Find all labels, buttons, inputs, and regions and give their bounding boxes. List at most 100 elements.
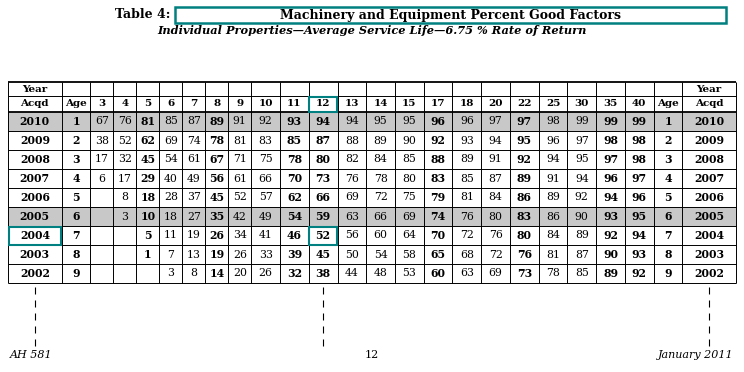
Text: 85: 85 [575, 269, 589, 279]
Text: 62: 62 [287, 192, 302, 203]
Text: 41: 41 [259, 231, 272, 241]
Text: 2008: 2008 [20, 154, 50, 165]
Text: 33: 33 [259, 250, 272, 260]
Text: 73: 73 [315, 173, 331, 184]
Text: 30: 30 [574, 99, 589, 109]
Text: 63: 63 [460, 269, 474, 279]
Text: 38: 38 [95, 135, 109, 145]
Text: 94: 94 [345, 116, 359, 126]
Text: 2002: 2002 [694, 268, 724, 279]
Text: 10: 10 [141, 211, 155, 222]
Text: 1: 1 [72, 116, 80, 127]
Text: Machinery and Equipment Percent Good Factors: Machinery and Equipment Percent Good Fac… [280, 9, 621, 22]
Text: 2009: 2009 [20, 135, 50, 146]
Text: 8: 8 [664, 249, 672, 260]
Text: 61: 61 [187, 154, 201, 164]
Text: 93: 93 [632, 249, 647, 260]
Text: 5: 5 [72, 192, 80, 203]
Text: 80: 80 [315, 154, 330, 165]
Text: 2007: 2007 [20, 173, 50, 184]
Text: 75: 75 [259, 154, 272, 164]
Bar [8, 207, 736, 226]
Text: 95: 95 [632, 211, 647, 222]
Text: 2005: 2005 [20, 211, 50, 222]
Text: 89: 89 [460, 154, 474, 164]
Text: 7: 7 [664, 230, 672, 241]
Text: Age: Age [657, 99, 679, 109]
Text: 3: 3 [167, 269, 174, 279]
Text: 4: 4 [664, 173, 672, 184]
Text: 63: 63 [345, 212, 359, 221]
Bar [8, 112, 736, 131]
Text: 4: 4 [72, 173, 80, 184]
Text: 52: 52 [118, 135, 132, 145]
Text: 73: 73 [516, 268, 532, 279]
Text: 86: 86 [517, 192, 532, 203]
Text: 2007: 2007 [694, 173, 724, 184]
Text: 34: 34 [233, 231, 247, 241]
Text: 84: 84 [373, 154, 388, 164]
Text: 42: 42 [233, 212, 247, 221]
Text: 45: 45 [141, 154, 155, 165]
Text: 75: 75 [403, 192, 416, 202]
Text: 81: 81 [141, 116, 155, 127]
Text: 95: 95 [403, 116, 416, 126]
Bar [175, 7, 726, 23]
Text: 56: 56 [209, 173, 225, 184]
Text: 79: 79 [431, 192, 446, 203]
Text: 29: 29 [141, 173, 155, 184]
Text: 12: 12 [365, 350, 379, 360]
Text: 40: 40 [164, 173, 178, 183]
Text: 80: 80 [403, 173, 417, 183]
Text: 74: 74 [431, 211, 446, 222]
Text: 54: 54 [164, 154, 178, 164]
Text: 17: 17 [118, 173, 132, 183]
Text: 95: 95 [575, 154, 589, 164]
Text: Individual Properties—Average Service Life—6.75 % Rate of Return: Individual Properties—Average Service Li… [157, 25, 587, 35]
Text: 58: 58 [403, 250, 417, 260]
Text: 46: 46 [287, 230, 302, 241]
Text: 54: 54 [373, 250, 388, 260]
Text: 87: 87 [187, 116, 201, 126]
Text: 59: 59 [315, 211, 331, 222]
Text: 89: 89 [373, 135, 388, 145]
Text: 91: 91 [489, 154, 502, 164]
Text: 76: 76 [489, 231, 502, 241]
Text: Year: Year [696, 84, 722, 93]
Text: 96: 96 [546, 135, 560, 145]
Text: 96: 96 [632, 192, 647, 203]
Text: 50: 50 [345, 250, 359, 260]
Text: 91: 91 [546, 173, 560, 183]
Text: 72: 72 [489, 250, 502, 260]
Text: 84: 84 [546, 231, 560, 241]
Text: 96: 96 [603, 173, 618, 184]
Text: 72: 72 [460, 231, 474, 241]
Text: 52: 52 [233, 192, 247, 202]
Text: 85: 85 [287, 135, 302, 146]
Text: 97: 97 [632, 173, 647, 184]
Text: Year: Year [22, 84, 48, 93]
Text: 65: 65 [431, 249, 446, 260]
Text: 2003: 2003 [20, 249, 50, 260]
Text: 95: 95 [373, 116, 388, 126]
Text: 83: 83 [517, 211, 532, 222]
Text: 94: 94 [632, 230, 647, 241]
Text: 48: 48 [373, 269, 388, 279]
Text: 87: 87 [575, 250, 589, 260]
Text: 93: 93 [460, 135, 474, 145]
Text: Acqd: Acqd [21, 99, 49, 109]
Text: 60: 60 [373, 231, 388, 241]
Text: 97: 97 [603, 154, 618, 165]
Text: 2008: 2008 [694, 154, 724, 165]
Text: 87: 87 [315, 135, 331, 146]
Text: 8: 8 [72, 249, 80, 260]
Text: 92: 92 [431, 135, 446, 146]
Text: 69: 69 [403, 212, 417, 221]
Text: Acqd: Acqd [695, 99, 723, 109]
Text: 92: 92 [575, 192, 589, 202]
Text: 35: 35 [603, 99, 618, 109]
Text: 8: 8 [190, 269, 197, 279]
Text: 2: 2 [72, 135, 80, 146]
Text: 98: 98 [603, 135, 618, 146]
Text: 56: 56 [345, 231, 359, 241]
